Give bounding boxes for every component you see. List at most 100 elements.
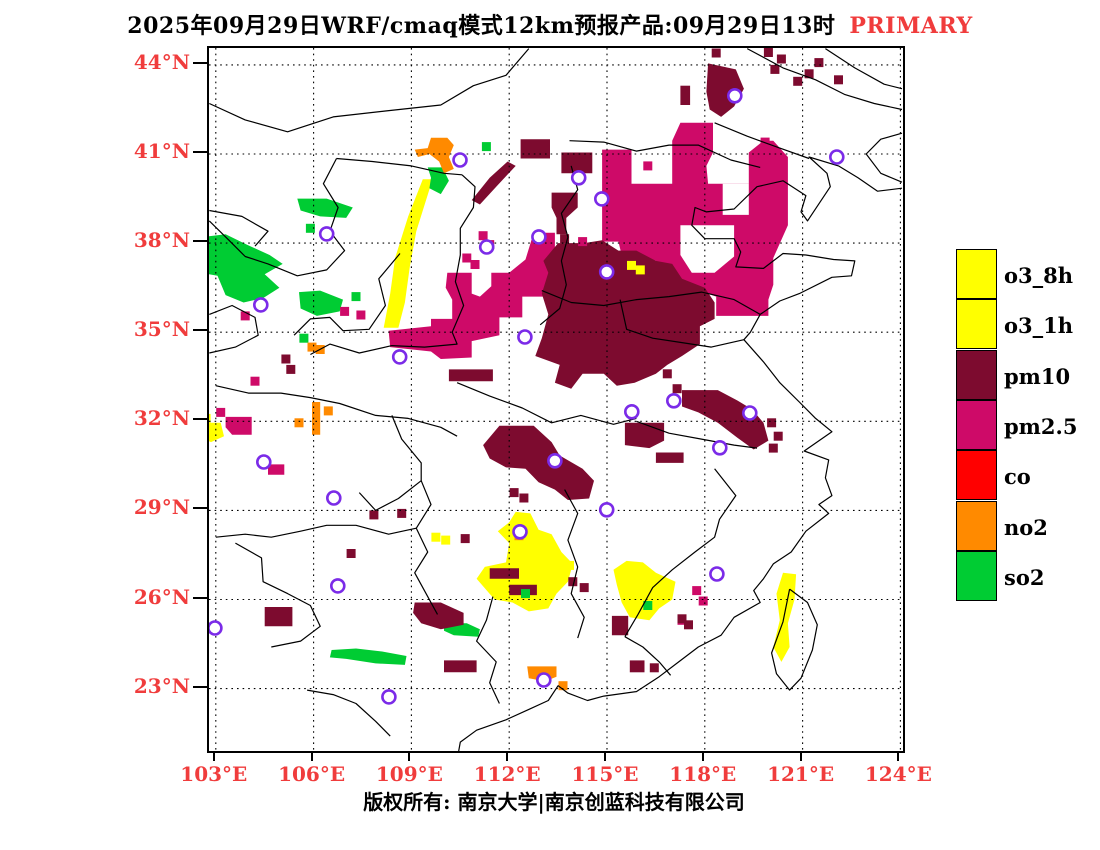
city-marker	[535, 672, 552, 688]
patch-no2	[414, 137, 454, 174]
city-marker	[665, 392, 682, 409]
boundary-line	[865, 132, 903, 183]
legend-label-co: co	[1004, 464, 1031, 490]
cell-pm10	[804, 69, 814, 79]
lat-tick-label: 41°N	[133, 139, 190, 163]
legend-swatch-pm10	[956, 349, 997, 400]
boundary-line	[209, 158, 346, 277]
legend-label-no2: no2	[1004, 514, 1048, 540]
lon-tick-label: 103°E	[180, 762, 248, 786]
cell-pm10	[460, 534, 470, 544]
patch-so2	[427, 167, 449, 195]
lon-tick-label: 106°E	[278, 762, 346, 786]
patch-pm25	[225, 416, 252, 435]
legend-label-pm2.5: pm2.5	[1004, 413, 1078, 439]
title-text: 2025年09月29日WRF/cmaq模式12km预报产品:09月29日13时	[127, 13, 836, 39]
cell-o3	[209, 413, 211, 423]
boundary-line	[746, 48, 903, 111]
city-marker	[598, 264, 615, 280]
lon-tick-label: 124°E	[864, 762, 932, 786]
legend-swatch-co	[956, 450, 997, 501]
lat-tick-label: 23°N	[133, 673, 190, 698]
cell-pm10	[397, 508, 407, 518]
cell-so2	[521, 589, 530, 599]
boundary-line	[458, 156, 903, 751]
cell-so2	[299, 333, 309, 343]
lat-tickmark	[193, 596, 207, 599]
boundary-line	[619, 299, 745, 348]
map-canvas	[207, 46, 905, 753]
boundary-line	[215, 385, 458, 437]
boundary-line	[624, 636, 672, 676]
patch-pm10	[551, 192, 578, 235]
cell-o3	[627, 260, 636, 270]
lon-tickmark	[701, 751, 704, 761]
city-marker	[711, 439, 728, 456]
patch-pm10	[561, 152, 593, 174]
lon-tickmark	[506, 751, 509, 761]
patch-hole	[722, 183, 749, 215]
patch-so2	[299, 290, 343, 316]
cell-pm10	[773, 431, 783, 441]
boundary-line	[209, 304, 259, 354]
city-marker	[252, 297, 269, 313]
patch-pm10	[489, 568, 519, 579]
patch-pm10	[483, 425, 594, 500]
legend-label-pm10: pm10	[1004, 363, 1071, 389]
boundary-line	[209, 48, 530, 133]
city-marker	[381, 689, 397, 705]
cell-no2	[323, 406, 333, 416]
lon-tick-label: 109°E	[375, 762, 443, 786]
lon-tick-label: 112°E	[473, 762, 541, 786]
patch-pm10	[448, 369, 493, 382]
patch-no2	[312, 402, 321, 435]
lat-tick-label: 35°N	[133, 317, 190, 342]
cell-pm10	[560, 234, 570, 244]
boundary-line	[770, 588, 818, 691]
copyright-footer: 版权所有: 南京大学|南京创蓝科技有限公司	[363, 790, 745, 814]
cell-pm10	[649, 663, 659, 673]
patch-o3	[476, 511, 573, 612]
cell-pm10	[770, 64, 780, 74]
cell-pm25	[578, 237, 588, 247]
patch-o3	[209, 422, 224, 443]
cell-pm25	[692, 586, 702, 596]
page-title: 2025年09月29日WRF/cmaq模式12km预报产品:09月29日13时 P…	[0, 8, 1100, 40]
legend-label-o3_8h: o3_8h	[1004, 263, 1073, 288]
lat-tick-label: 44°N	[133, 49, 190, 74]
cell-pm25	[470, 260, 480, 269]
lon-tickmark	[604, 751, 606, 761]
patch-pm10	[444, 660, 477, 673]
boundary-line	[564, 489, 585, 639]
legend-swatch-pm2.5	[956, 399, 997, 450]
city-marker	[709, 566, 725, 582]
cell-no2	[558, 681, 568, 691]
patch-pm10	[471, 161, 516, 205]
legend-label-so2: so2	[1004, 564, 1045, 590]
cell-pm10	[369, 510, 379, 520]
city-marker	[531, 229, 547, 245]
patch-pm10	[413, 602, 464, 630]
city-marker	[326, 490, 342, 506]
patch-pm10	[535, 240, 715, 389]
boundary-line	[636, 420, 758, 449]
cell-pm10	[286, 364, 296, 374]
city-marker	[478, 239, 495, 255]
cell-o3	[431, 532, 441, 542]
cell-pm10	[509, 488, 519, 498]
city-marker	[828, 149, 845, 165]
city-marker	[209, 620, 223, 636]
city-marker	[741, 405, 758, 421]
cell-so2	[643, 601, 653, 610]
lat-tickmark	[193, 151, 207, 153]
patch-pm10	[629, 660, 645, 673]
boundary-line	[215, 524, 417, 538]
boundary-line	[358, 415, 422, 511]
lon-tickmark	[408, 751, 411, 761]
patch-pm25	[268, 464, 285, 475]
patch-o3	[613, 560, 676, 621]
boundary-line	[306, 689, 391, 737]
boundary-line	[310, 174, 476, 356]
boundary-line	[624, 468, 737, 638]
city-marker	[598, 501, 615, 518]
